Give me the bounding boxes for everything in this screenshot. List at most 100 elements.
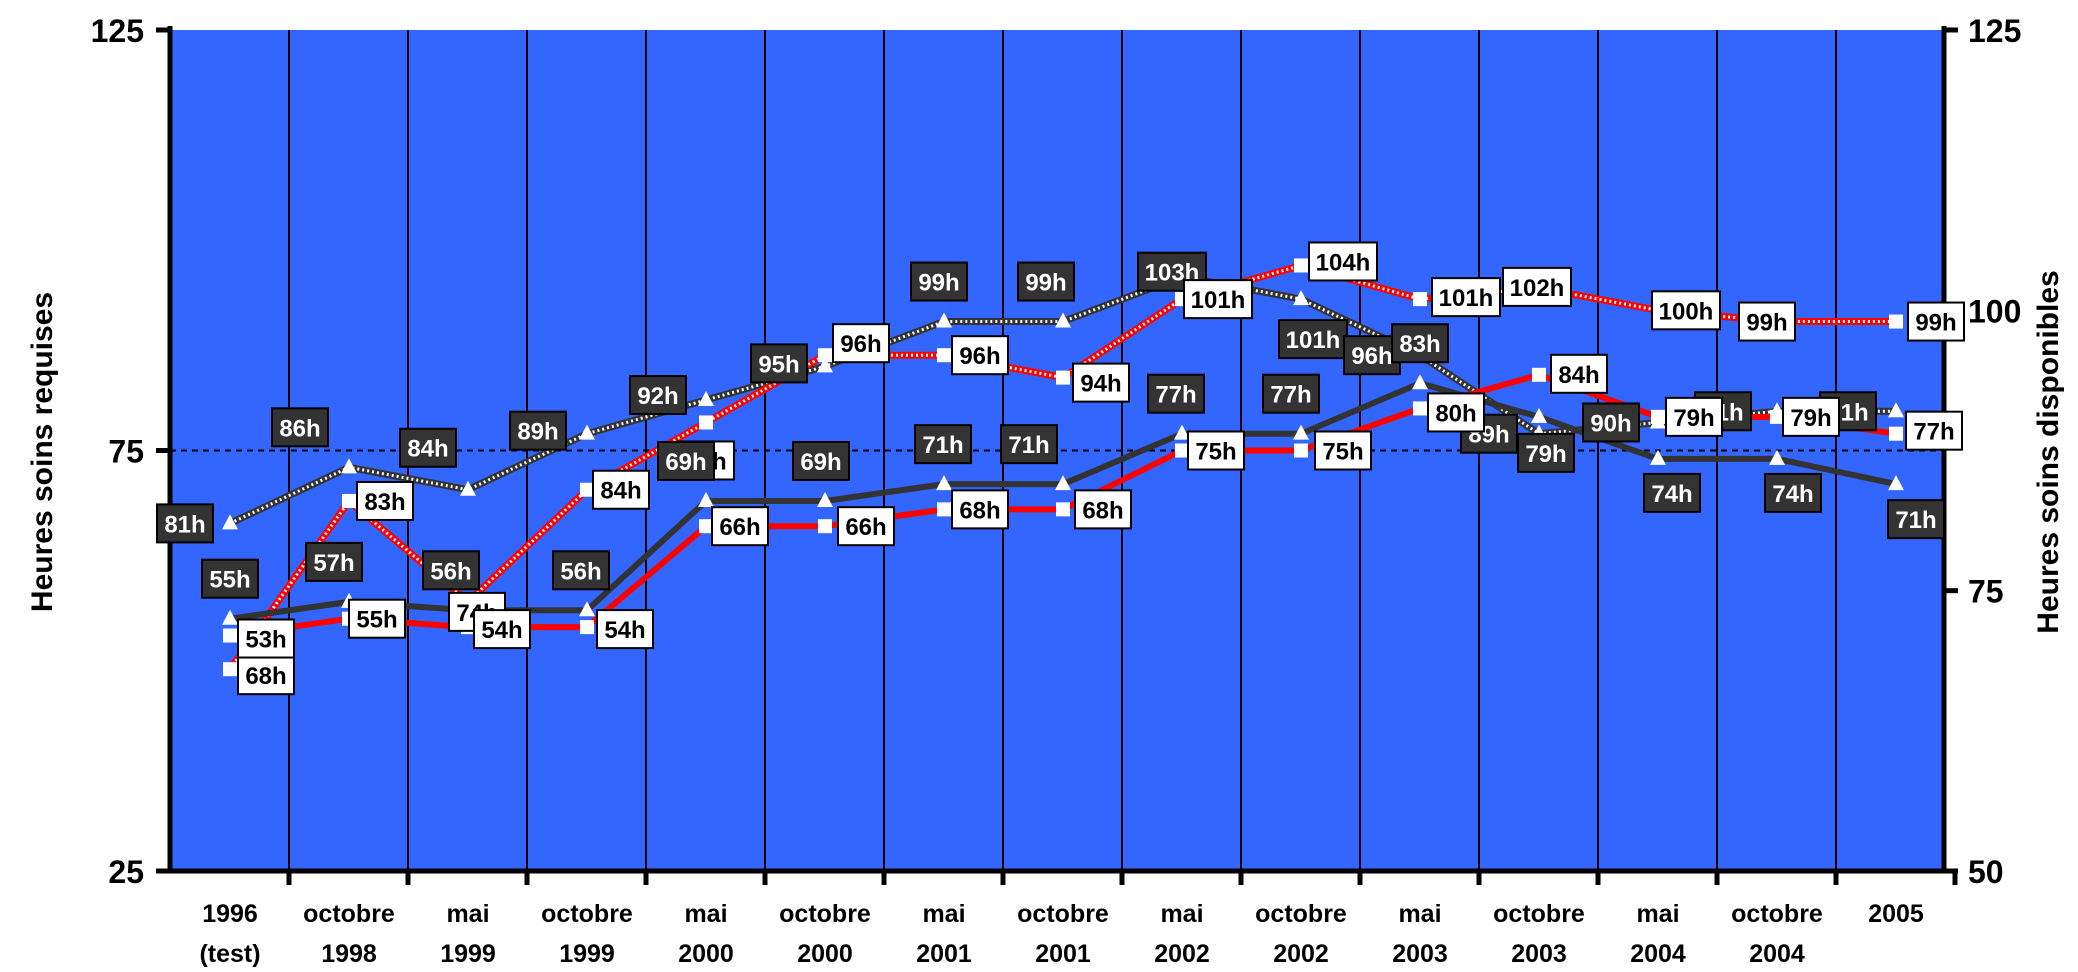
x-tick-label: mai — [1398, 900, 1441, 928]
data-label-box — [629, 375, 687, 416]
data-label-box — [1643, 472, 1701, 513]
x-tick-label: 2000 — [678, 940, 734, 968]
x-tick-label: octobre — [1731, 900, 1823, 928]
data-label-text: 77h — [1155, 382, 1196, 409]
data-label: 79h — [1665, 396, 1723, 437]
x-tick-label: mai — [446, 900, 489, 928]
x-tick-label: 1998 — [321, 940, 377, 968]
square-marker — [699, 519, 713, 534]
data-label-text: 84h — [407, 436, 448, 463]
data-label-text: 69h — [665, 449, 706, 476]
triangle-marker — [222, 609, 238, 625]
series-line-dots — [229, 275, 1896, 525]
triangle-marker — [1055, 312, 1071, 328]
data-label: 84h — [1550, 353, 1608, 394]
data-label-box — [1887, 499, 1945, 540]
square-marker — [1651, 409, 1665, 424]
data-label-text: 90h — [1590, 410, 1631, 437]
data-label-box — [1391, 323, 1449, 364]
data-label-text: 71h — [922, 432, 963, 459]
triangle-marker — [1531, 407, 1547, 423]
data-label-text: 55h — [356, 607, 397, 634]
data-label: 103h — [1137, 251, 1207, 292]
data-label: 68h — [1074, 489, 1132, 530]
triangle-marker — [936, 312, 952, 328]
data-label-box — [657, 440, 715, 481]
data-label-text: 71h — [1008, 432, 1049, 459]
data-label-text: 68h — [959, 497, 1000, 524]
triangle-marker — [1412, 374, 1428, 390]
data-label-box — [837, 506, 895, 547]
data-label-box — [750, 343, 808, 384]
triangle-marker — [698, 391, 714, 407]
data-label-box — [201, 558, 259, 599]
square-marker — [1532, 367, 1546, 382]
data-label-box — [1074, 489, 1132, 530]
data-label-text: 54h — [604, 617, 645, 644]
square-marker — [1889, 426, 1903, 441]
data-label-text: 79h — [1790, 405, 1831, 432]
data-label: 77h — [1905, 410, 1963, 451]
data-label-box — [1017, 261, 1075, 302]
data-label-text: 99h — [1025, 270, 1066, 297]
data-label-box — [156, 503, 214, 544]
triangle-marker — [222, 514, 238, 530]
data-label-text: 84h — [600, 478, 641, 505]
triangle-marker — [817, 357, 833, 373]
data-label: 55h — [201, 558, 259, 599]
data-label-text: 101h — [1191, 287, 1246, 314]
data-label: 96h — [1343, 335, 1401, 376]
data-label: 71h — [1887, 499, 1945, 540]
data-label-text: 57h — [313, 550, 354, 577]
triangle-marker — [1650, 449, 1666, 465]
data-label-text: 94h — [1080, 371, 1121, 398]
triangle-marker — [936, 475, 952, 491]
data-label: 99h — [1017, 261, 1075, 302]
data-label: 74h — [1764, 472, 1822, 513]
triangle-marker — [1174, 424, 1190, 440]
triangle-marker — [698, 491, 714, 507]
data-label: 79h — [1517, 432, 1575, 473]
data-label: 81h — [156, 503, 214, 544]
data-label-box — [1651, 290, 1721, 331]
square-marker — [699, 415, 713, 430]
data-label-box — [237, 655, 295, 696]
data-label: 80h — [1427, 392, 1485, 433]
data-label-text: 99h — [918, 270, 959, 297]
data-label-box — [1147, 373, 1205, 414]
data-label: 55h — [348, 598, 406, 639]
data-label-text: 74h — [1651, 481, 1692, 508]
data-label-text: 99h — [1915, 310, 1956, 337]
data-label: 75h — [1187, 430, 1245, 471]
data-label-text: 96h — [959, 343, 1000, 370]
square-marker — [937, 502, 951, 517]
y-axis-right-title: Heures soins disponibles — [2032, 270, 2065, 633]
data-label: 96h — [832, 323, 890, 364]
y-left-tick-label: 25 — [108, 854, 144, 890]
square-marker — [818, 519, 832, 534]
square-marker — [1294, 443, 1308, 458]
data-label-text: 96h — [840, 331, 881, 358]
data-label: 66h — [711, 506, 769, 547]
square-marker — [1056, 502, 1070, 517]
x-tick-label: 2005 — [1868, 900, 1924, 928]
data-label: 94h — [1072, 362, 1130, 403]
data-label-text: 92h — [637, 383, 678, 410]
data-label: 68h — [237, 655, 295, 696]
data-label: 71h — [1000, 424, 1058, 465]
data-label: 99h — [1907, 301, 1965, 342]
data-label-text: 81h — [164, 511, 205, 538]
data-label: 54h — [596, 609, 654, 650]
data-label-text: 69h — [800, 449, 841, 476]
data-label-text: 99h — [1746, 310, 1787, 337]
x-tick-label: 2002 — [1273, 940, 1329, 968]
x-tick-label: octobre — [1255, 900, 1347, 928]
data-label-box — [1738, 301, 1796, 342]
data-label-text: 77h — [1270, 382, 1311, 409]
data-label-text: 102h — [1510, 275, 1565, 302]
x-tick-label: octobre — [1493, 900, 1585, 928]
data-label: 53h — [237, 618, 295, 659]
data-label: 54h — [473, 609, 531, 650]
